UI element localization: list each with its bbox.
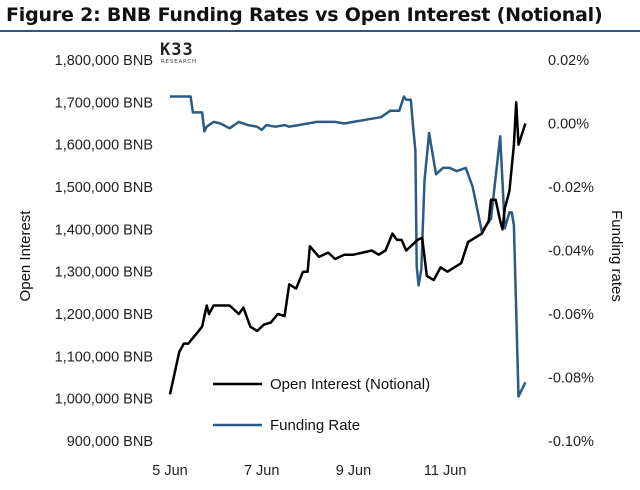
right-tick-label: 0.00% [548, 117, 589, 133]
chart-title: Figure 2: BNB Funding Rates vs Open Inte… [6, 4, 603, 26]
legend: Open Interest (Notional) Funding Rate [213, 376, 430, 434]
legend-label-open-interest: Open Interest (Notional) [270, 376, 430, 393]
right-tick-label: 0.02% [548, 53, 589, 69]
right-axis-title: Funding rates [608, 210, 625, 302]
left-tick-label: 1,400,000 BNB [55, 222, 153, 238]
right-tick-label: -0.08% [548, 371, 594, 387]
logo-sub-text: RESEARCH [161, 59, 197, 65]
left-axis-ticks: 1,800,000 BNB 1,700,000 BNB 1,600,000 BNB 1… [55, 53, 153, 450]
x-axis-ticks: 5 Jun 7 Jun 9 Jun 11 Jun [152, 463, 466, 479]
series-lines [168, 95, 527, 398]
right-tick-label: -0.04% [548, 244, 594, 260]
logo-main-text: K33 [160, 40, 194, 60]
x-tick-label: 5 Jun [152, 463, 187, 479]
right-tick-label: -0.06% [548, 307, 594, 323]
left-tick-label: 900,000 BNB [67, 434, 153, 450]
left-tick-label: 1,100,000 BNB [55, 349, 153, 365]
left-axis-title: Open Interest [17, 210, 34, 302]
left-tick-label: 1,000,000 BNB [55, 392, 153, 408]
left-tick-label: 1,200,000 BNB [55, 307, 153, 323]
legend-label-funding-rate: Funding Rate [270, 417, 360, 434]
funding-rate-line [170, 95, 527, 398]
left-tick-label: 1,600,000 BNB [55, 138, 153, 154]
x-tick-label: 9 Jun [336, 463, 371, 479]
x-tick-label: 7 Jun [244, 463, 279, 479]
left-tick-label: 1,700,000 BNB [55, 95, 153, 111]
left-tick-label: 1,300,000 BNB [55, 265, 153, 281]
right-tick-label: -0.02% [548, 180, 594, 196]
right-tick-label: -0.10% [548, 434, 594, 450]
k33-logo: K33 RESEARCH [160, 40, 197, 65]
open-interest-line [168, 101, 527, 395]
x-tick-label: 11 Jun [424, 463, 466, 479]
right-axis-ticks: 0.02% 0.00% -0.02% -0.04% -0.06% -0.08% -0.10% [548, 53, 594, 450]
left-tick-label: 1,800,000 BNB [55, 53, 153, 69]
left-tick-label: 1,500,000 BNB [55, 180, 153, 196]
title-divider [0, 30, 640, 32]
